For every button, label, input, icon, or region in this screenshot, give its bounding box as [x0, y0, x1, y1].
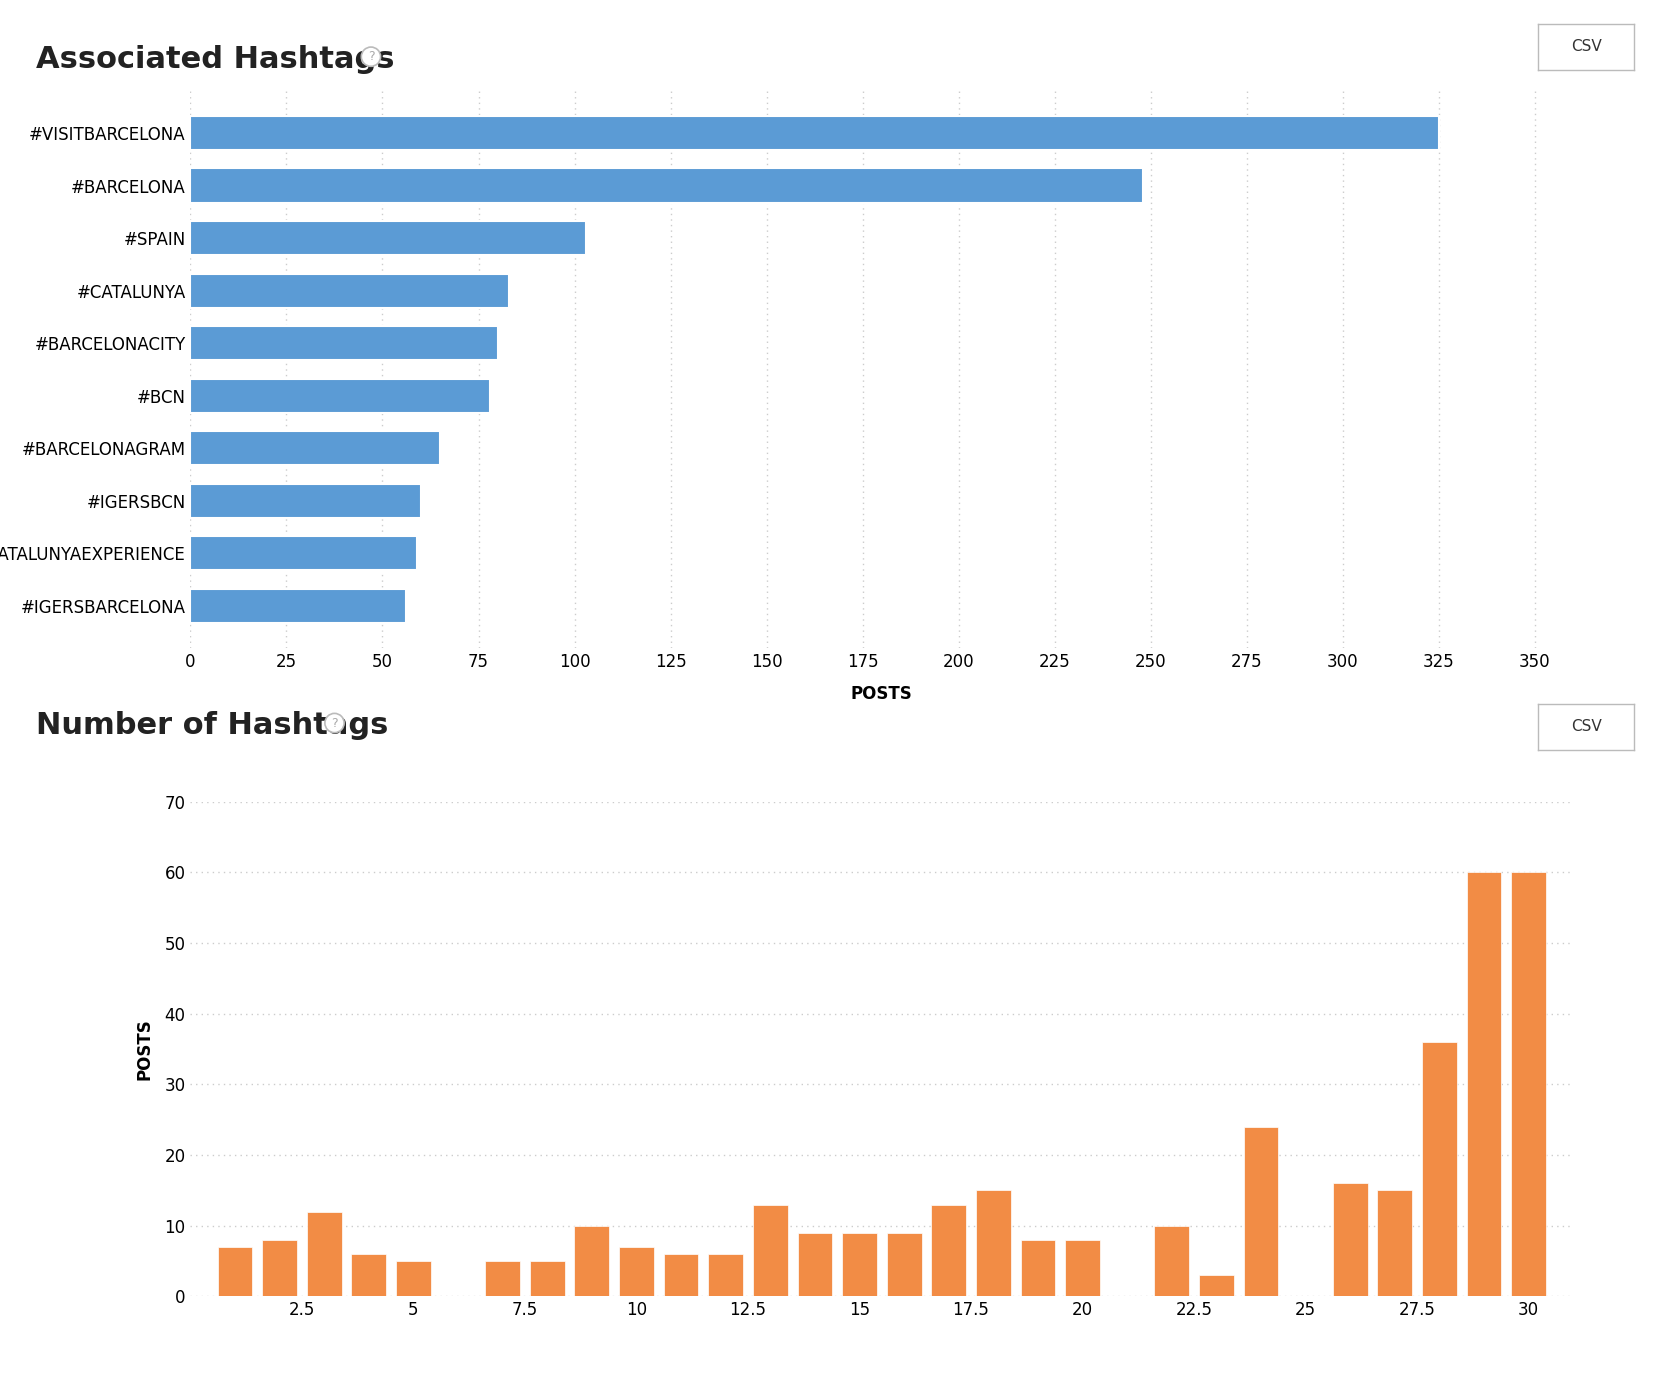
Bar — [753, 1204, 788, 1296]
Bar — [190, 588, 405, 623]
Bar — [190, 273, 510, 308]
Bar — [1154, 1225, 1188, 1296]
Bar — [842, 1232, 877, 1296]
Bar — [217, 1246, 252, 1296]
Text: ?: ? — [367, 50, 374, 63]
Bar — [351, 1255, 386, 1296]
Bar — [1064, 1239, 1099, 1296]
Bar — [1511, 873, 1546, 1296]
Bar — [1198, 1276, 1233, 1296]
Bar — [1332, 1184, 1367, 1296]
Text: Associated Hashtags: Associated Hashtags — [36, 45, 394, 74]
Bar — [190, 431, 440, 466]
Text: CSV: CSV — [1571, 39, 1600, 54]
Bar — [619, 1246, 654, 1296]
Bar — [1377, 1190, 1412, 1296]
Y-axis label: POSTS: POSTS — [136, 1018, 154, 1080]
Bar — [885, 1232, 920, 1296]
Bar — [306, 1211, 341, 1296]
Bar — [190, 326, 498, 360]
Bar — [190, 116, 1438, 151]
Bar — [190, 222, 586, 255]
Text: ?: ? — [331, 717, 338, 729]
X-axis label: POSTS: POSTS — [851, 684, 912, 703]
Bar — [190, 484, 420, 517]
Bar — [1019, 1239, 1054, 1296]
Bar — [190, 379, 490, 413]
Bar — [798, 1232, 832, 1296]
Text: CSV: CSV — [1571, 719, 1600, 735]
Bar — [708, 1255, 743, 1296]
Bar — [190, 169, 1142, 202]
Text: Number of Hashtags: Number of Hashtags — [36, 711, 389, 740]
Bar — [1243, 1126, 1278, 1296]
Bar — [190, 537, 417, 570]
Bar — [975, 1190, 1010, 1296]
Bar — [396, 1262, 430, 1296]
Bar — [530, 1262, 564, 1296]
Bar — [1466, 873, 1501, 1296]
Bar — [664, 1255, 698, 1296]
Bar — [1422, 1041, 1456, 1296]
Bar — [930, 1204, 965, 1296]
Bar — [485, 1262, 520, 1296]
Bar — [261, 1239, 296, 1296]
Bar — [574, 1225, 609, 1296]
